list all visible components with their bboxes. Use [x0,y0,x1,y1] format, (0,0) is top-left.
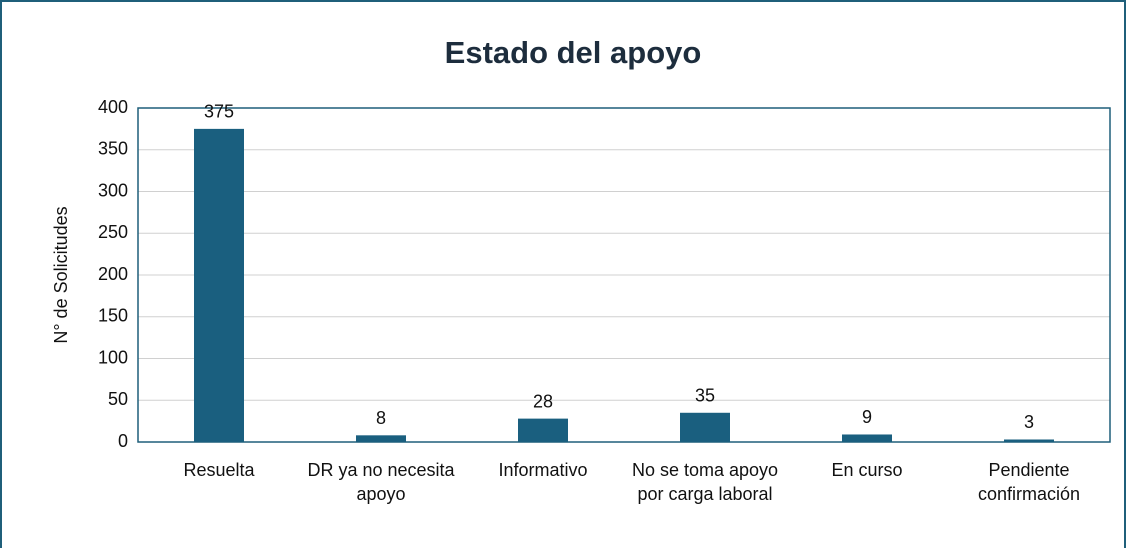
bar [842,434,892,442]
x-tick-label: En curso [831,460,903,480]
x-tick-label: DR ya no necesita apoyo [307,460,455,504]
x-tick-label: No se toma apoyo por carga laboral [631,460,779,504]
data-label: 375 [204,102,234,122]
y-tick-label: 350 [98,139,128,159]
chart-title: Estado del apoyo [445,35,702,70]
y-axis-label: N° de Solicitudes [51,206,71,343]
y-tick-label: 50 [108,389,128,409]
data-label: 8 [376,408,386,428]
y-tick-label: 200 [98,264,128,284]
data-label: 3 [1024,412,1034,432]
plot-border [137,107,1111,443]
x-tick-label: Resuelta [183,460,255,480]
y-tick-label: 300 [98,180,128,200]
bar [356,435,406,442]
bar [518,418,568,442]
data-label: 35 [695,386,715,406]
y-tick-label: 250 [98,222,128,242]
bar [1004,439,1054,442]
data-label: 28 [533,391,553,411]
y-tick-label: 150 [98,306,128,326]
bar [680,412,730,442]
y-tick-label: 400 [98,97,128,117]
y-tick-label: 0 [118,431,128,451]
y-tick-label: 100 [98,347,128,367]
bar [194,128,244,442]
data-label: 9 [862,407,872,427]
x-tick-label: Pendiente confirmación [977,460,1081,504]
x-tick-label: Informativo [498,460,588,480]
